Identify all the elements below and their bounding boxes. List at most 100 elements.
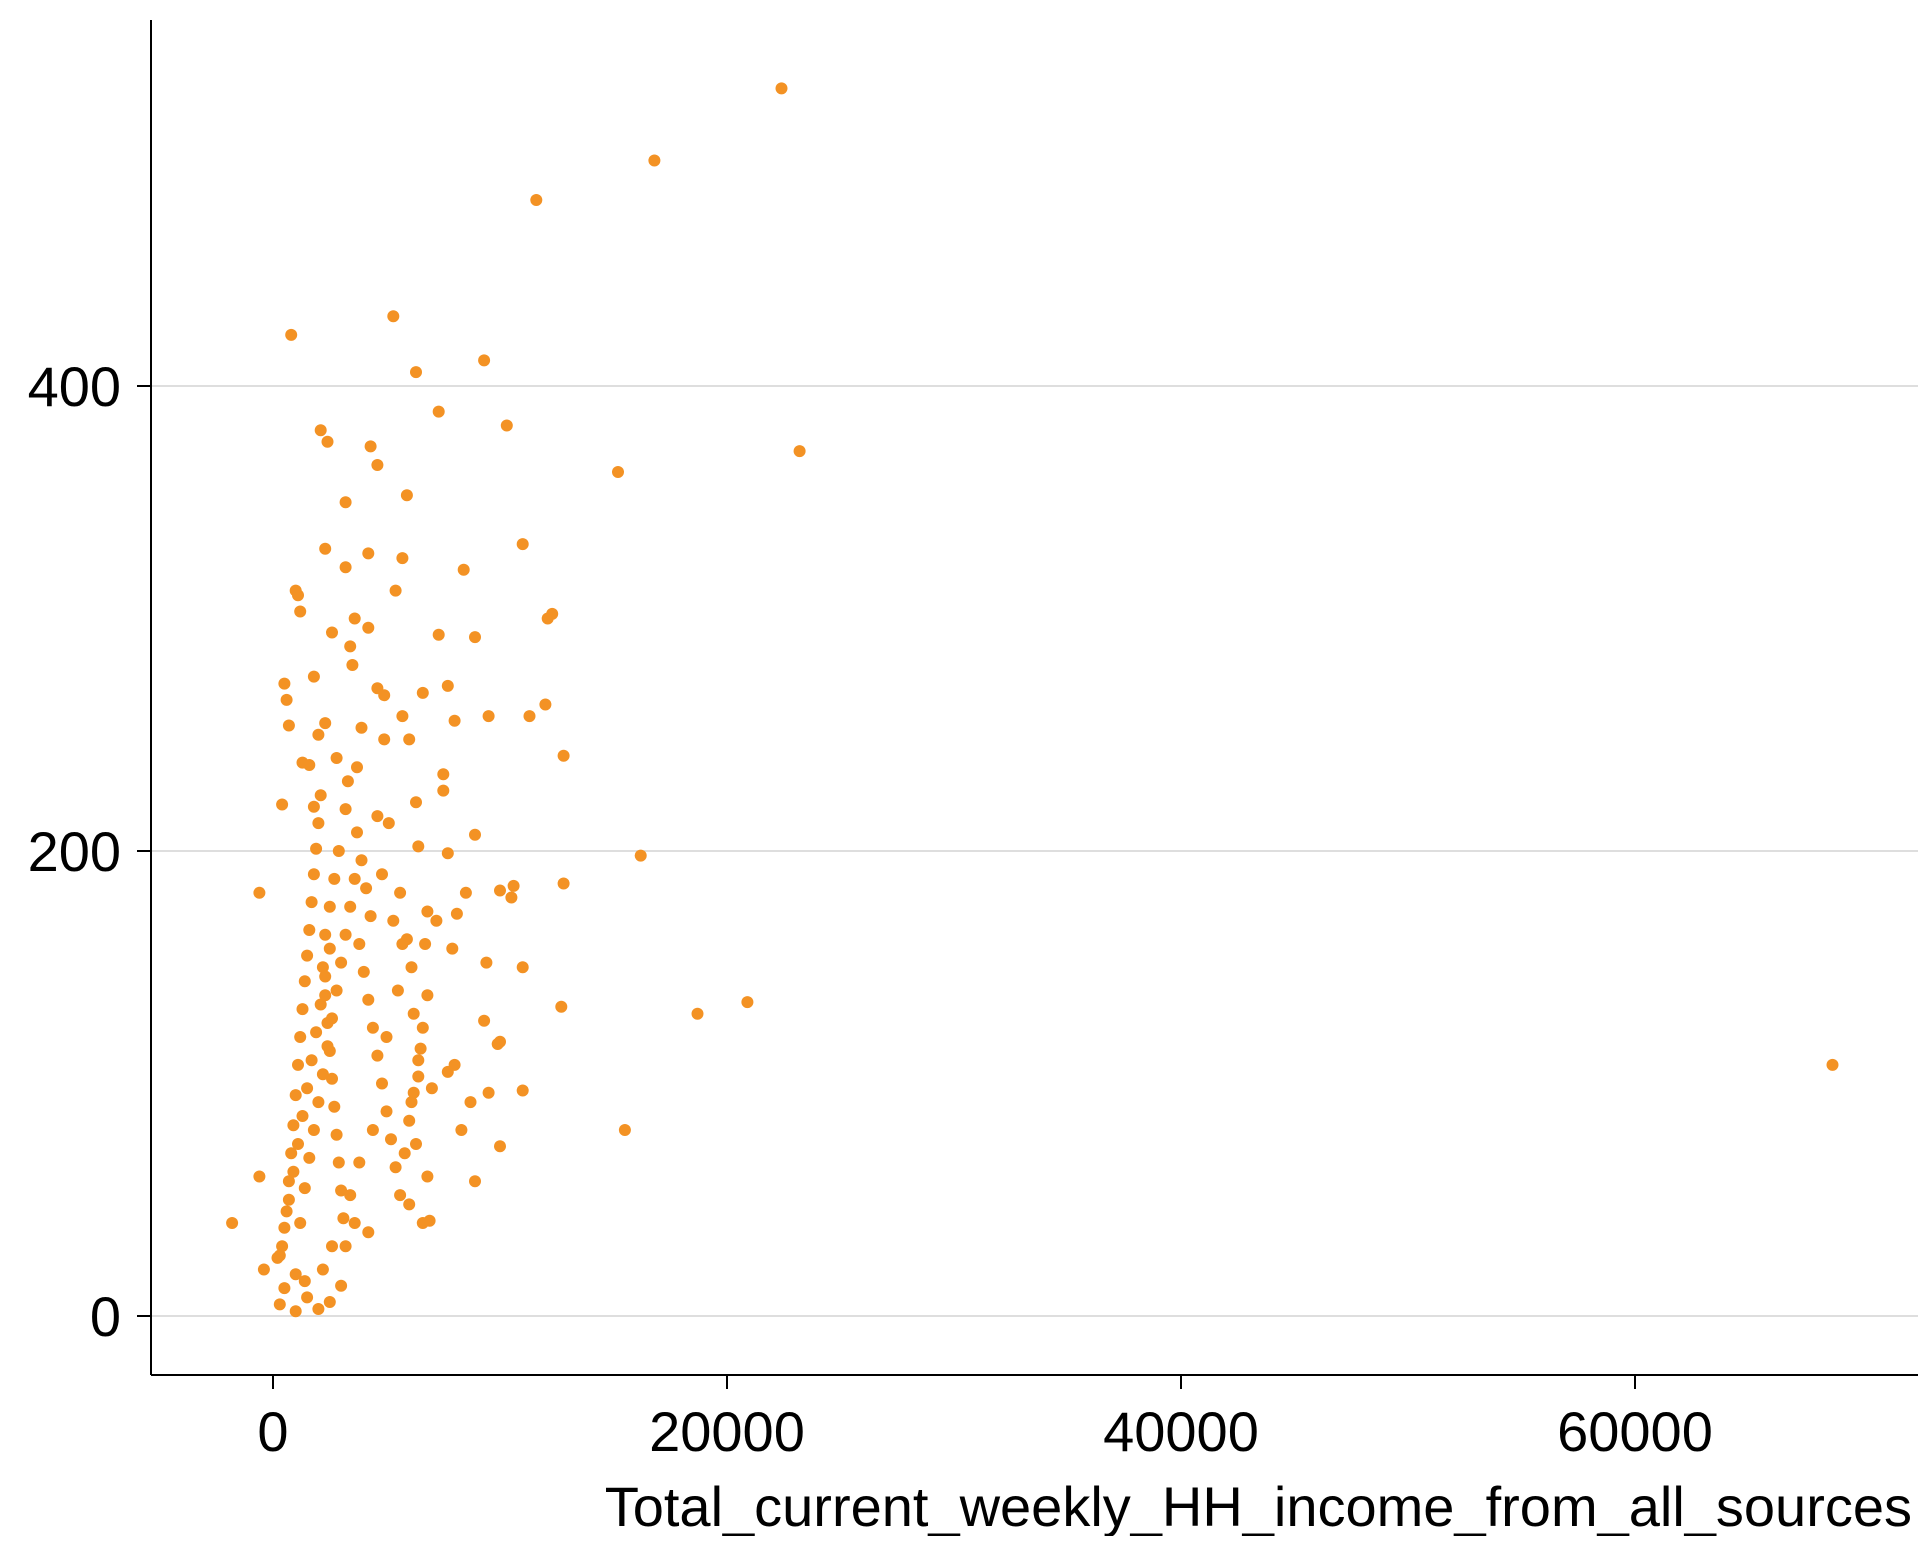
data-point	[634, 849, 647, 862]
data-point	[316, 1263, 329, 1276]
data-point	[482, 1086, 495, 1099]
data-point	[348, 872, 361, 885]
data-point	[287, 1165, 300, 1178]
data-point	[351, 826, 363, 839]
data-point	[289, 1305, 302, 1318]
data-point	[305, 896, 318, 909]
data-point	[410, 366, 422, 379]
data-point	[457, 563, 470, 576]
data-point	[403, 1198, 416, 1211]
data-point	[314, 789, 327, 802]
data-point	[298, 1275, 311, 1288]
data-point	[557, 749, 570, 762]
x-axis-title: Total_current_weekly_HH_income_from_all_…	[605, 1475, 1912, 1536]
data-point	[394, 1189, 407, 1202]
data-point	[301, 949, 314, 962]
data-point	[335, 956, 348, 969]
x-tick-label: 0	[257, 1400, 288, 1463]
data-point	[366, 1021, 379, 1034]
data-point	[348, 612, 361, 625]
data-point	[407, 1086, 420, 1099]
data-point	[403, 733, 416, 746]
data-point	[280, 1205, 293, 1218]
data-point	[398, 1147, 411, 1160]
data-point	[319, 989, 332, 1002]
data-point	[294, 605, 307, 618]
data-point	[346, 659, 359, 671]
axes	[150, 20, 1918, 1376]
data-point	[330, 1128, 343, 1141]
data-point	[530, 194, 543, 206]
data-point	[321, 435, 334, 448]
data-point	[273, 1249, 286, 1262]
data-point	[328, 872, 341, 885]
data-point	[396, 938, 409, 950]
data-point	[741, 996, 754, 1009]
data-point	[307, 670, 320, 683]
data-point	[407, 1007, 420, 1020]
data-point	[648, 154, 661, 167]
data-point	[469, 631, 481, 644]
data-point	[319, 970, 332, 983]
data-point	[353, 1156, 366, 1169]
data-point	[412, 1054, 425, 1067]
data-point	[298, 975, 311, 988]
data-point	[557, 877, 570, 890]
data-point	[400, 489, 413, 502]
data-point	[432, 405, 445, 418]
data-point	[482, 710, 495, 723]
data-point	[371, 810, 384, 823]
data-point	[303, 1151, 316, 1164]
data-point	[339, 1240, 352, 1253]
data-point	[278, 1221, 291, 1234]
data-point	[389, 1161, 402, 1174]
data-point	[326, 1240, 338, 1253]
data-point	[405, 1096, 418, 1109]
data-point	[441, 847, 454, 860]
x-tick-label: 40000	[1103, 1400, 1259, 1463]
data-point	[366, 1124, 379, 1136]
data-point	[332, 845, 345, 857]
data-point	[405, 961, 418, 974]
data-point	[253, 1170, 266, 1183]
data-point	[360, 882, 373, 895]
data-point	[455, 1124, 468, 1136]
data-point	[612, 466, 624, 478]
data-point	[296, 1003, 309, 1016]
data-point	[314, 424, 327, 437]
data-point	[292, 1058, 304, 1071]
data-point	[276, 1240, 289, 1253]
data-point	[416, 686, 429, 699]
data-point	[469, 1175, 481, 1188]
data-point	[441, 1065, 454, 1078]
data-point	[285, 328, 298, 341]
data-point	[437, 768, 450, 781]
data-point	[289, 1268, 302, 1281]
data-point	[316, 961, 329, 974]
data-point	[276, 798, 289, 811]
data-point	[323, 900, 336, 913]
data-point	[307, 800, 320, 813]
data-point	[421, 905, 434, 918]
data-point	[464, 1096, 477, 1109]
data-point	[385, 1133, 397, 1146]
data-point	[273, 1298, 286, 1311]
data-point	[378, 733, 391, 746]
data-point	[310, 1026, 323, 1039]
data-point	[516, 538, 529, 551]
data-point	[312, 1096, 325, 1109]
data-point	[353, 938, 366, 950]
data-point	[278, 677, 291, 690]
data-point	[412, 1070, 425, 1083]
data-point	[364, 910, 377, 923]
data-point	[312, 728, 325, 741]
data-point	[282, 719, 295, 732]
data-point	[298, 1182, 311, 1195]
data-point	[362, 547, 375, 560]
data-point	[357, 965, 370, 978]
data-point	[330, 984, 343, 997]
data-point	[396, 552, 409, 565]
data-point	[423, 1214, 436, 1227]
data-point	[339, 496, 352, 509]
